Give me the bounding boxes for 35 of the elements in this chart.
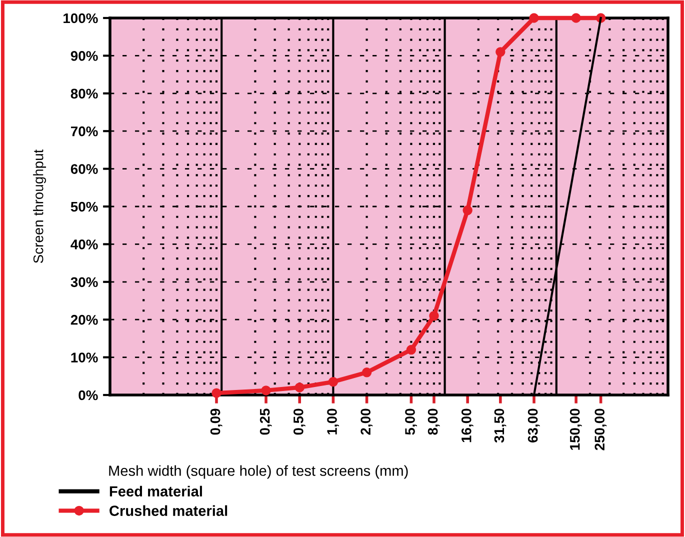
x-axis-title: Mesh width (square hole) of test screens (mm) bbox=[109, 465, 408, 479]
x-tick-label: 0,50 bbox=[294, 408, 306, 435]
legend-label: Feed material bbox=[110, 486, 202, 497]
x-tick-label: 8,00 bbox=[428, 408, 440, 435]
point bbox=[261, 386, 271, 396]
x-tick-label: 63,00 bbox=[528, 408, 540, 442]
x-tick-label: 150,00 bbox=[570, 408, 582, 450]
y-tick-label: 30% bbox=[70, 277, 98, 288]
y-tick-label: 70% bbox=[70, 126, 98, 136]
y-axis-title: Screen throughput bbox=[33, 149, 46, 264]
x-tick-label: 5,00 bbox=[405, 408, 417, 435]
point bbox=[294, 382, 304, 392]
point bbox=[462, 205, 472, 216]
y-tick-label: 10% bbox=[71, 352, 98, 362]
y-tick-label: 50% bbox=[70, 202, 98, 212]
point bbox=[529, 13, 539, 23]
y-tick-label: 80% bbox=[70, 88, 98, 99]
x-tick-label: 0,09 bbox=[210, 408, 222, 435]
x-tick-label: 2,00 bbox=[360, 408, 373, 435]
y-tick-label: 20% bbox=[70, 314, 98, 325]
point bbox=[429, 310, 439, 321]
y-tick-label: 40% bbox=[70, 240, 98, 250]
y-tick-label: 90% bbox=[70, 51, 98, 61]
x-tick-label: 250,00 bbox=[594, 408, 607, 450]
y-tick-label: 0% bbox=[78, 390, 98, 400]
y-tick-label: 60% bbox=[70, 164, 98, 174]
x-tick-label: 1,00 bbox=[327, 408, 339, 434]
point bbox=[496, 47, 506, 57]
x-tick-label: 0,25 bbox=[260, 408, 272, 435]
y-tick-label: 100% bbox=[64, 13, 98, 24]
legend-label: Crushed material bbox=[110, 505, 228, 516]
x-tick-label: 31,50 bbox=[494, 408, 506, 443]
x-tick-label: 16,00 bbox=[461, 408, 474, 442]
point bbox=[328, 376, 338, 387]
point bbox=[362, 368, 372, 378]
